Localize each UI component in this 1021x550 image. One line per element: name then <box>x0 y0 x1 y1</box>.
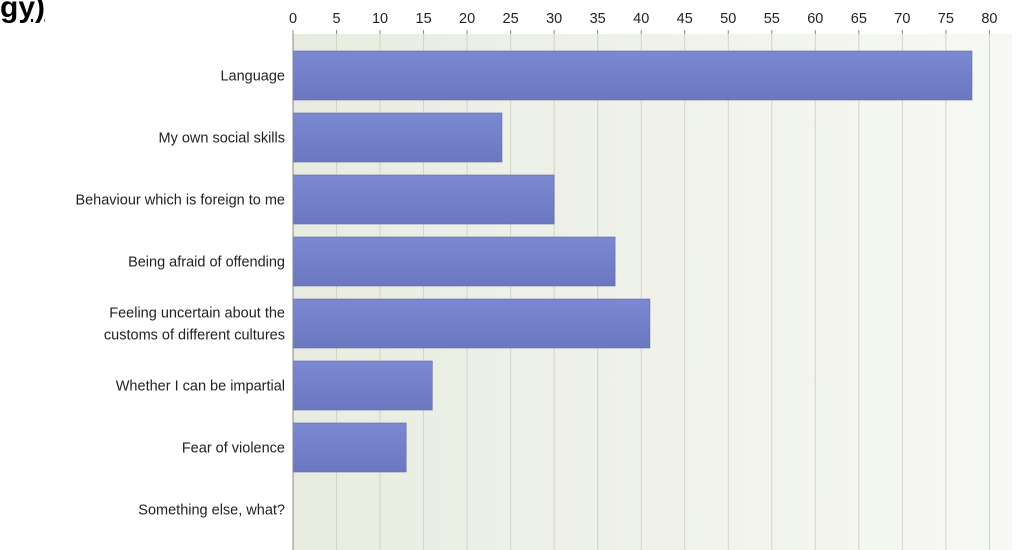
x-tick-label: 40 <box>633 11 649 27</box>
x-tick-label: 35 <box>590 11 606 27</box>
category-label: customs of different cultures <box>104 328 285 344</box>
plot-area <box>293 34 1012 550</box>
x-tick-label: 25 <box>503 11 519 27</box>
x-tick-label: 10 <box>372 11 388 27</box>
bar <box>292 50 973 101</box>
category-label: Fear of violence <box>182 441 285 457</box>
bar <box>292 174 555 225</box>
category-labels: Language My own social skills Behaviour wh… <box>75 69 285 519</box>
category-label: Being afraid of offending <box>128 255 285 271</box>
bars <box>292 50 973 473</box>
bar <box>292 298 651 349</box>
x-tick-label: 65 <box>851 11 867 27</box>
x-tick-label: 75 <box>938 11 954 27</box>
bar <box>292 236 616 287</box>
x-tick-label: 20 <box>459 11 475 27</box>
category-label: My own social skills <box>159 131 286 147</box>
category-label: Something else, what? <box>138 503 285 519</box>
x-tick-label: 0 <box>289 11 297 27</box>
x-tick-label: 70 <box>894 11 910 27</box>
x-tick-label: 45 <box>677 11 693 27</box>
x-axis-ticks: 0 5 10 15 20 25 30 35 40 45 50 55 60 65 70 75 80 <box>289 11 997 34</box>
category-label: Whether I can be impartial <box>116 379 285 395</box>
x-tick-label: 50 <box>720 11 736 27</box>
x-tick-label: 5 <box>332 11 340 27</box>
x-tick-label: 60 <box>807 11 823 27</box>
cropped-heading: gy) <box>0 0 45 24</box>
bar <box>292 112 503 163</box>
x-tick-label: 15 <box>416 11 432 27</box>
bar <box>292 422 407 473</box>
x-tick-label: 80 <box>981 11 997 27</box>
category-label: Behaviour which is foreign to me <box>75 193 285 209</box>
category-label: Feeling uncertain about the <box>109 306 285 322</box>
x-tick-label: 55 <box>764 11 780 27</box>
category-label: Language <box>220 69 285 85</box>
bar <box>292 360 433 411</box>
x-tick-label: 30 <box>546 11 562 27</box>
